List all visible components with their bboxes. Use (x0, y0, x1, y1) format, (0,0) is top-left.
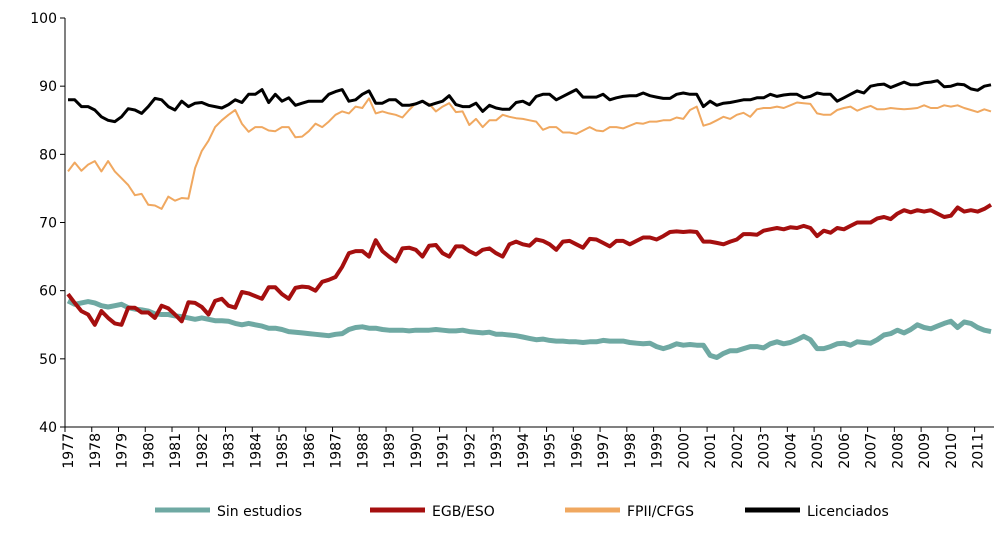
x-tick-label: 1997 (596, 433, 612, 469)
x-tick-label: 2005 (810, 433, 826, 469)
series-line (66, 298, 992, 360)
series-line (67, 97, 992, 210)
x-tick-label: 1986 (302, 433, 318, 469)
x-tick-label: 2011 (971, 433, 987, 469)
x-tick-label: 1994 (516, 433, 532, 469)
x-tick-label: 1983 (222, 433, 238, 469)
x-tick-label: 1987 (329, 433, 345, 469)
y-tick-label: 80 (39, 147, 57, 163)
x-tick-label: 1991 (436, 433, 452, 469)
x-tick-label: 2002 (730, 433, 746, 469)
x-tick-label: 1981 (168, 433, 184, 469)
x-tick-label: 1982 (195, 433, 211, 469)
x-tick-label: 2000 (676, 433, 692, 469)
x-tick-label: 2003 (757, 433, 773, 469)
x-tick-label: 1984 (248, 433, 264, 469)
series-line (66, 203, 993, 327)
y-tick-label: 70 (39, 216, 57, 232)
legend-label: Licenciados (807, 504, 889, 520)
x-tick-label: 1993 (489, 433, 505, 469)
x-tick-label: 1992 (462, 433, 478, 469)
x-tick-label: 1996 (569, 433, 585, 469)
x-tick-label: 2010 (944, 433, 960, 469)
legend-label: EGB/ESO (432, 504, 495, 520)
x-tick-label: 1989 (382, 433, 398, 469)
x-tick-label: 1985 (275, 433, 291, 469)
x-tick-label: 1990 (409, 433, 425, 469)
legend-label: FPII/CFGS (627, 504, 694, 520)
x-tick-label: 1980 (141, 433, 157, 469)
x-tick-label: 1999 (650, 433, 666, 469)
x-tick-label: 1988 (355, 433, 371, 469)
x-tick-label: 1978 (88, 433, 104, 469)
legend-label: Sin estudios (217, 504, 302, 520)
y-tick-label: 90 (39, 79, 57, 95)
x-tick-label: 1977 (61, 433, 77, 469)
y-tick-label: 50 (39, 352, 57, 368)
x-tick-label: 2009 (917, 433, 933, 469)
x-tick-label: 2001 (703, 433, 719, 469)
x-tick-label: 2007 (864, 433, 880, 469)
x-tick-label: 1979 (115, 433, 131, 469)
y-tick-label: 40 (39, 420, 57, 436)
x-tick-label: 2006 (837, 433, 853, 469)
x-tick-label: 2008 (890, 433, 906, 469)
y-tick-label: 60 (39, 284, 57, 300)
x-tick-label: 1995 (543, 433, 559, 469)
x-tick-label: 2004 (783, 433, 799, 469)
x-tick-label: 1998 (623, 433, 639, 469)
y-tick-label: 100 (30, 11, 57, 27)
series-line (68, 79, 992, 124)
